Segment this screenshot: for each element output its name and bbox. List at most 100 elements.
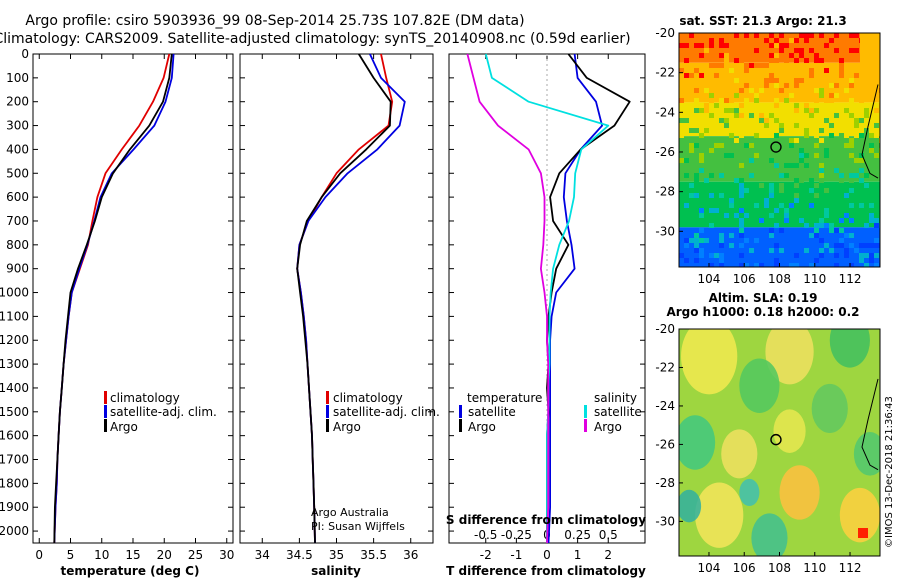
sst-pixel — [749, 193, 754, 198]
sst-pixel — [709, 88, 714, 93]
sst-pixel — [799, 178, 804, 183]
sst-pixel — [729, 73, 734, 78]
sst-pixel — [844, 173, 849, 178]
sst-pixel — [874, 223, 879, 228]
sst-pixel — [814, 193, 819, 198]
sst-pixel — [774, 243, 779, 248]
sst-pixel — [824, 208, 829, 213]
sst-pixel — [749, 113, 754, 118]
sst-pixel — [804, 118, 809, 123]
sst-pixel — [859, 203, 864, 208]
y-tick-label: 800 — [6, 238, 29, 252]
x-tick-label: 5 — [67, 548, 75, 562]
sst-pixel — [874, 263, 879, 267]
map-x-tick-label: 104 — [698, 272, 721, 286]
sst-pixel — [724, 98, 729, 103]
sst-pixel — [859, 178, 864, 183]
sst-pixel — [849, 203, 854, 208]
sst-pixel — [794, 38, 799, 43]
legend-argo-mark — [326, 419, 329, 432]
sla-blob — [739, 358, 780, 413]
sst-pixel — [734, 138, 739, 143]
sst-pixel — [844, 143, 849, 148]
sst-pixel — [694, 248, 699, 253]
sst-pixel — [854, 33, 859, 38]
sst-pixel — [709, 63, 714, 68]
sst-pixel — [769, 33, 774, 38]
sst-pixel — [799, 128, 804, 133]
sst-pixel — [729, 108, 734, 113]
sst-pixel — [709, 163, 714, 168]
sst-pixel — [859, 158, 864, 163]
sst-pixel — [709, 208, 714, 213]
sst-pixel — [719, 213, 724, 218]
sst-pixel — [679, 118, 684, 123]
sst-pixel — [734, 108, 739, 113]
sst-pixel — [744, 83, 749, 88]
sst-pixel — [859, 98, 864, 103]
sst-pixel — [754, 183, 759, 188]
sst-pixel — [784, 208, 789, 213]
sst-pixel — [839, 133, 844, 138]
legend-argo-label: Argo — [110, 420, 138, 434]
sst-pixel — [804, 153, 809, 158]
sst-pixel — [844, 248, 849, 253]
sst-pixel — [749, 248, 754, 253]
sst-pixel — [794, 103, 799, 108]
x-tick-label: 36 — [403, 548, 418, 562]
sst-pixel — [834, 93, 839, 98]
sst-pixel — [764, 78, 769, 83]
sst-pixel — [804, 103, 809, 108]
sst-pixel — [794, 48, 799, 53]
sst-pixel — [734, 43, 739, 48]
sst-pixel — [789, 43, 794, 48]
sst-pixel — [754, 238, 759, 243]
sst-pixel — [739, 183, 744, 188]
sst-pixel — [774, 43, 779, 48]
y-tick-label: 700 — [6, 214, 29, 228]
sst-pixel — [739, 188, 744, 193]
sst-pixel — [834, 113, 839, 118]
sst-pixel — [824, 223, 829, 228]
sst-pixel — [684, 173, 689, 178]
sst-pixel — [774, 223, 779, 228]
sst-map-title: sat. SST: 21.3 Argo: 21.3 — [679, 14, 846, 28]
sst-pixel — [819, 138, 824, 143]
sst-pixel — [739, 223, 744, 228]
sst-pixel — [849, 48, 854, 53]
sst-pixel — [764, 158, 769, 163]
sst-pixel — [679, 158, 684, 163]
sst-pixel — [769, 193, 774, 198]
sst-pixel — [754, 208, 759, 213]
sst-pixel — [774, 38, 779, 43]
map-x-tick-label: 106 — [733, 561, 756, 575]
sst-pixel — [859, 83, 864, 88]
sst-pixel — [774, 58, 779, 63]
y-tick-label: 300 — [6, 119, 29, 133]
sst-pixel — [854, 123, 859, 128]
sst-pixel — [684, 43, 689, 48]
sst-pixel — [719, 263, 724, 267]
sst-pixel — [799, 188, 804, 193]
sst-pixel — [714, 143, 719, 148]
sst-pixel — [794, 83, 799, 88]
legend-s-satellite-mark — [584, 405, 587, 418]
sla-map-title-line1: Altim. SLA: 0.19 — [709, 291, 818, 305]
sst-pixel — [694, 173, 699, 178]
temperature-xlabel: temperature (deg C) — [61, 564, 200, 578]
sst-pixel — [869, 213, 874, 218]
sst-pixel — [754, 48, 759, 53]
sst-pixel — [864, 243, 869, 248]
sst-pixel — [769, 113, 774, 118]
sst-pixel — [719, 53, 724, 58]
x-tick-label: 35.5 — [360, 548, 387, 562]
sst-pixel — [874, 218, 879, 223]
sst-pixel — [749, 63, 754, 68]
sst-pixel — [819, 238, 824, 243]
sst-pixel — [689, 148, 694, 153]
sst-pixel — [729, 203, 734, 208]
sst-pixel — [819, 178, 824, 183]
sst-pixel — [789, 113, 794, 118]
sst-pixel — [779, 88, 784, 93]
sst-pixel — [784, 58, 789, 63]
